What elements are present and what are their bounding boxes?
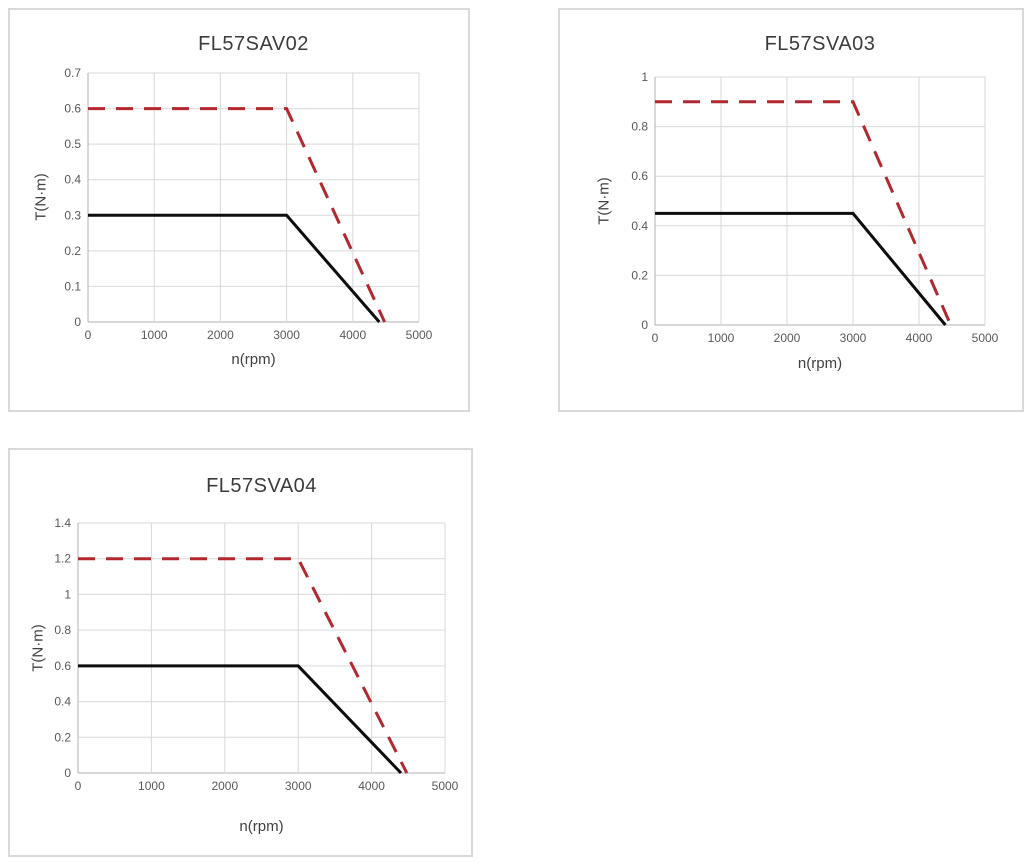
x-tick-label: 1000 — [138, 779, 165, 793]
y-tick-label: 0.8 — [54, 623, 71, 637]
y-tick-label: 0.6 — [64, 102, 81, 116]
chart-panel-fl57sav02: FL57SAV02 T(N·m) 0 0.1 0.2 0.3 0.4 0.5 0.6 0.7 0… — [8, 8, 470, 412]
y-tick-label: 0.3 — [64, 208, 81, 222]
chart-title: FL57SVA03 — [764, 33, 876, 55]
y-tick-label: 0.4 — [54, 695, 71, 709]
solid-series-line — [78, 664, 403, 775]
plot-area: 0 0.2 0.4 0.6 0.8 1 0 1000 2000 3000 4000 5000 — [631, 70, 999, 345]
x-tick-label: 2000 — [207, 328, 234, 342]
y-tick-label: 0 — [641, 318, 648, 332]
y-tick-label: 0 — [74, 315, 81, 329]
y-tick-label: 1 — [64, 587, 71, 601]
y-tick-label: 0.4 — [631, 219, 648, 233]
dashed-series-line — [78, 557, 409, 774]
y-tick-label: 0.5 — [64, 137, 81, 151]
chart-title: FL57SVA04 — [206, 475, 317, 497]
x-tick-label: 2000 — [211, 779, 238, 793]
solid-series-line — [88, 213, 381, 323]
dashed-series-line — [655, 100, 953, 326]
solid-series-line — [655, 211, 947, 326]
x-tick-label: 2000 — [774, 331, 801, 345]
y-tick-label: 0.6 — [631, 169, 648, 183]
x-tick-label: 5000 — [972, 331, 999, 345]
chart-title: FL57SAV02 — [198, 33, 309, 55]
y-tick-label: 0.2 — [631, 268, 648, 282]
y-tick-label: 0.8 — [631, 120, 648, 134]
chart-panel-fl57sva04: FL57SVA04 T(N·m) 0 0.2 0.4 0.6 0.8 1 1.2 1.4 0 10… — [8, 448, 473, 857]
y-tick-label: 1 — [641, 70, 648, 84]
y-tick-label: 0.7 — [64, 66, 81, 80]
y-tick-label: 0 — [64, 766, 71, 780]
x-axis-label: n(rpm) — [239, 818, 284, 835]
chart-panel-fl57sva03: FL57SVA03 T(N·m) 0 0.2 0.4 0.6 0.8 1 0 1000 2000… — [558, 8, 1024, 412]
x-tick-label: 1000 — [141, 328, 168, 342]
y-tick-label: 1.2 — [54, 552, 71, 566]
x-tick-label: 5000 — [432, 779, 459, 793]
plot-area: 0 0.1 0.2 0.3 0.4 0.5 0.6 0.7 0 1000 2000 3000 4000 5… — [64, 66, 433, 342]
x-tick-label: 3000 — [273, 328, 300, 342]
x-tick-label: 4000 — [358, 779, 385, 793]
x-axis-label: n(rpm) — [231, 351, 276, 368]
x-tick-label: 3000 — [840, 331, 867, 345]
y-tick-label: 0.2 — [54, 730, 71, 744]
plot-area: 0 0.2 0.4 0.6 0.8 1 1.2 1.4 0 1000 2000 3000 4000 500… — [54, 516, 459, 793]
y-tick-label: 0.6 — [54, 659, 71, 673]
x-tick-label: 4000 — [339, 328, 366, 342]
y-tick-label: 0.2 — [64, 244, 81, 258]
y-tick-label: 0.1 — [64, 279, 81, 293]
y-tick-label: 0.4 — [64, 173, 81, 187]
x-tick-label: 5000 — [406, 328, 433, 342]
x-axis-label: n(rpm) — [797, 355, 843, 372]
x-tick-label: 0 — [652, 331, 659, 345]
x-tick-label: 0 — [85, 328, 92, 342]
y-tick-label: 1.4 — [54, 516, 71, 530]
x-tick-label: 4000 — [906, 331, 933, 345]
dashed-series-line — [88, 107, 386, 323]
x-tick-label: 1000 — [708, 331, 735, 345]
x-tick-label: 3000 — [285, 779, 312, 793]
x-tick-label: 0 — [75, 779, 82, 793]
